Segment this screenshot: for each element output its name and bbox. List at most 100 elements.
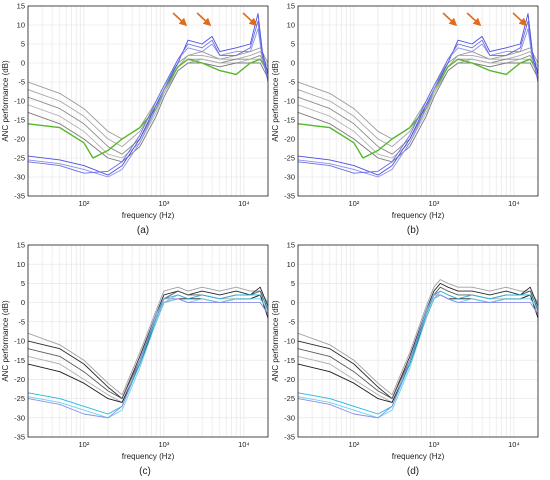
- y-tick-label: 10: [287, 260, 295, 269]
- annotation-arrow: [242, 12, 258, 27]
- panel-caption: (d): [407, 466, 419, 477]
- y-tick-label: -35: [14, 192, 25, 201]
- x-tick-label: 10³: [428, 199, 439, 208]
- series-group: [28, 286, 268, 419]
- x-axis-label: frequency (Hz): [392, 452, 445, 461]
- series-line-8: [298, 294, 538, 419]
- annotation-arrow: [196, 12, 212, 27]
- y-tick-label: 15: [287, 241, 295, 250]
- series-group: [28, 13, 268, 178]
- series-line-8: [298, 28, 538, 178]
- annotation-arrow: [172, 12, 188, 27]
- y-tick-label: 0: [291, 59, 295, 68]
- x-tick-label: 10²: [78, 199, 89, 208]
- panel-caption: (c): [139, 466, 151, 477]
- series-line-3: [298, 54, 538, 155]
- series-line-1: [28, 286, 268, 396]
- series-line-9: [298, 20, 538, 174]
- y-tick-label: -10: [284, 337, 295, 346]
- series-line-3: [28, 54, 268, 155]
- y-tick-label: 0: [21, 59, 25, 68]
- x-axis-label: frequency (Hz): [392, 211, 445, 220]
- y-tick-label: -25: [14, 394, 25, 403]
- chart-panel-3: 15 10 5 0 -5 -10 -15 -20 -25 -30 -35 10² 10³ 10⁴ frequ…: [1, 241, 269, 477]
- chart-panel-1: 15 10 5 0 -5 -10 -15 -20 -25 -30 -35 10² 10³ 10⁴ frequ…: [1, 2, 269, 236]
- annotation-arrow: [442, 12, 458, 27]
- y-tick-label: -35: [284, 433, 295, 442]
- y-tick-label: 5: [21, 40, 25, 49]
- y-tick-label: -5: [288, 78, 295, 87]
- x-axis-label: frequency (Hz): [122, 211, 175, 220]
- chart-panel-2: 15 10 5 0 -5 -10 -15 -20 -25 -30 -35 10² 10³ 10⁴ frequ…: [271, 2, 539, 236]
- y-tick-label: 10: [17, 21, 25, 30]
- plot-frame: [27, 244, 269, 438]
- y-tick-label: 15: [287, 2, 295, 11]
- y-tick-label: -30: [14, 173, 25, 182]
- y-tick-label: -25: [284, 394, 295, 403]
- series-line-6: [298, 290, 538, 415]
- series-line-1: [298, 279, 538, 396]
- panel-caption: (a): [137, 225, 149, 236]
- y-tick-label: -15: [284, 116, 295, 125]
- series-line-5: [298, 62, 538, 163]
- y-tick-label: -10: [284, 97, 295, 106]
- y-tick-label: -5: [18, 317, 25, 326]
- plot-frame: [297, 5, 539, 197]
- y-tick-label: 15: [17, 241, 25, 250]
- series-line-2: [28, 286, 268, 400]
- y-tick-label: 5: [291, 279, 295, 288]
- y-axis-label: ANC performance (dB): [1, 300, 10, 382]
- x-tick-label: 10²: [348, 440, 359, 449]
- annotation-arrow: [512, 12, 528, 27]
- y-tick-label: -20: [284, 135, 295, 144]
- x-tick-label: 10²: [78, 440, 89, 449]
- y-tick-label: -30: [284, 173, 295, 182]
- y-tick-label: -35: [14, 433, 25, 442]
- series-line-4: [28, 58, 268, 159]
- y-tick-label: -35: [284, 192, 295, 201]
- y-tick-label: -15: [284, 356, 295, 365]
- series-group: [298, 279, 538, 419]
- y-axis-label: ANC performance (dB): [1, 60, 10, 142]
- x-axis-label: frequency (Hz): [122, 452, 175, 461]
- y-tick-label: 10: [17, 260, 25, 269]
- panel-caption: (b): [407, 225, 419, 236]
- y-tick-label: -10: [14, 97, 25, 106]
- series-group: [298, 13, 538, 178]
- series-line-5: [28, 62, 268, 163]
- series-line-9: [28, 20, 268, 174]
- series-line-4: [298, 58, 538, 159]
- y-tick-label: -30: [14, 413, 25, 422]
- x-tick-label: 10⁴: [508, 440, 520, 449]
- series-line-8: [28, 28, 268, 178]
- y-tick-label: 15: [17, 2, 25, 11]
- chart-panel-4: 15 10 5 0 -5 -10 -15 -20 -25 -30 -35 10² 10³ 10⁴ frequ…: [271, 241, 539, 477]
- x-tick-label: 10⁴: [238, 199, 250, 208]
- y-tick-label: -5: [18, 78, 25, 87]
- y-tick-label: 10: [287, 21, 295, 30]
- y-tick-label: 5: [291, 40, 295, 49]
- y-tick-label: -15: [14, 356, 25, 365]
- x-tick-label: 10²: [348, 199, 359, 208]
- y-tick-label: -25: [284, 154, 295, 163]
- x-tick-label: 10⁴: [508, 199, 520, 208]
- y-tick-label: -25: [14, 154, 25, 163]
- y-tick-label: -5: [288, 317, 295, 326]
- y-tick-label: -15: [14, 116, 25, 125]
- y-tick-label: -30: [284, 413, 295, 422]
- x-tick-label: 10³: [428, 440, 439, 449]
- y-tick-label: 0: [291, 298, 295, 307]
- y-tick-label: 5: [21, 279, 25, 288]
- x-tick-label: 10³: [158, 199, 169, 208]
- series-line-6: [28, 294, 268, 415]
- y-tick-label: 0: [21, 298, 25, 307]
- plot-frame: [27, 5, 269, 197]
- y-tick-label: -20: [284, 375, 295, 384]
- x-tick-label: 10³: [158, 440, 169, 449]
- series-line-7: [28, 298, 268, 419]
- series-line-2: [298, 282, 538, 400]
- plot-frame: [297, 244, 539, 438]
- y-axis-label: ANC performance (dB): [271, 300, 280, 382]
- annotation-arrow: [466, 12, 482, 27]
